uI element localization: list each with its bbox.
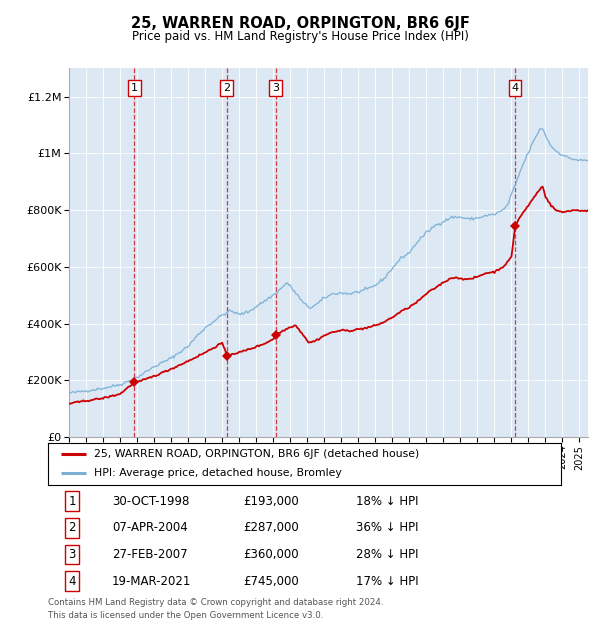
Text: 18% ↓ HPI: 18% ↓ HPI [356,495,418,508]
Text: 28% ↓ HPI: 28% ↓ HPI [356,548,418,561]
Text: 27-FEB-2007: 27-FEB-2007 [112,548,188,561]
Text: 3: 3 [272,83,279,93]
Text: HPI: Average price, detached house, Bromley: HPI: Average price, detached house, Brom… [94,469,342,479]
Text: 4: 4 [68,575,76,588]
Text: This data is licensed under the Open Government Licence v3.0.: This data is licensed under the Open Gov… [48,611,323,620]
Text: 30-OCT-1998: 30-OCT-1998 [112,495,190,508]
Text: 2: 2 [68,521,76,534]
Text: 1: 1 [131,83,138,93]
Text: £287,000: £287,000 [243,521,299,534]
Text: 25, WARREN ROAD, ORPINGTON, BR6 6JF (detached house): 25, WARREN ROAD, ORPINGTON, BR6 6JF (det… [94,449,419,459]
Text: 3: 3 [68,548,76,561]
Text: 17% ↓ HPI: 17% ↓ HPI [356,575,418,588]
Text: 25, WARREN ROAD, ORPINGTON, BR6 6JF: 25, WARREN ROAD, ORPINGTON, BR6 6JF [131,16,469,31]
Text: 19-MAR-2021: 19-MAR-2021 [112,575,191,588]
Text: £360,000: £360,000 [243,548,299,561]
Text: Contains HM Land Registry data © Crown copyright and database right 2024.: Contains HM Land Registry data © Crown c… [48,598,383,607]
Text: 1: 1 [68,495,76,508]
Text: Price paid vs. HM Land Registry's House Price Index (HPI): Price paid vs. HM Land Registry's House … [131,30,469,43]
Text: 36% ↓ HPI: 36% ↓ HPI [356,521,418,534]
Text: 07-APR-2004: 07-APR-2004 [112,521,188,534]
Text: 2: 2 [223,83,230,93]
Text: £193,000: £193,000 [243,495,299,508]
Text: 4: 4 [512,83,518,93]
Text: £745,000: £745,000 [243,575,299,588]
